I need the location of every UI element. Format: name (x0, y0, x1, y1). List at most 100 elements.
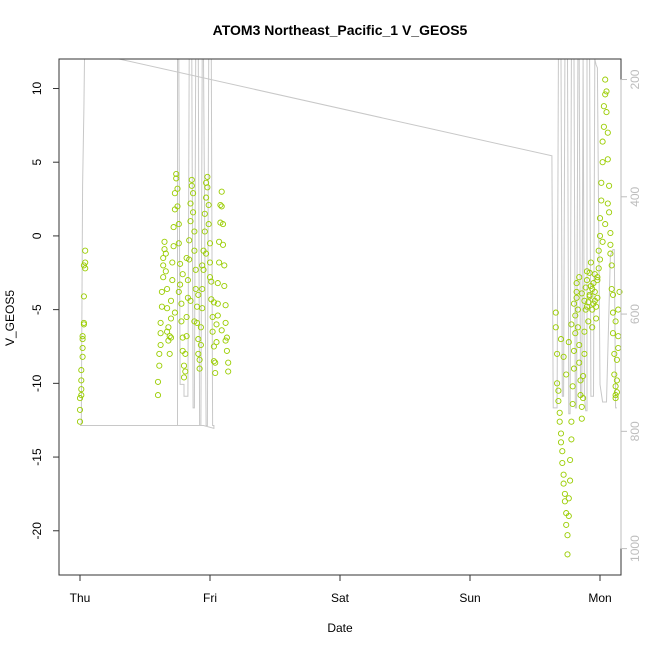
data-point (174, 203, 181, 210)
data-point (585, 318, 592, 325)
chart-title: ATOM3 Northeast_Pacific_1 V_GEOS5 (213, 22, 468, 38)
y-tick-label: -10 (30, 374, 44, 392)
data-point (225, 368, 232, 375)
data-point (154, 378, 162, 385)
data-point (560, 480, 567, 487)
data-point (557, 430, 565, 437)
data-point (577, 377, 584, 384)
data-point (210, 358, 217, 365)
data-point (583, 277, 591, 284)
data-point (611, 371, 618, 378)
data-point (80, 262, 87, 269)
data-point (217, 201, 224, 209)
data-point (567, 456, 574, 464)
data-point (204, 173, 211, 180)
data-point (603, 109, 610, 116)
right-tick-label: 600 (628, 304, 642, 324)
data-point (552, 324, 559, 331)
data-point (567, 477, 574, 484)
right-tick-label: 1000 (628, 535, 642, 562)
data-point (561, 490, 568, 497)
data-point (78, 386, 85, 393)
data-point (568, 436, 575, 443)
x-axis-label: Date (327, 621, 353, 635)
data-point (612, 395, 619, 402)
right-tick-label: 400 (628, 186, 642, 206)
data-point (213, 321, 220, 328)
data-point (210, 343, 217, 350)
data-point (591, 297, 598, 304)
data-point (612, 392, 619, 399)
data-point (555, 397, 562, 405)
data-point (173, 175, 180, 182)
data-point (76, 406, 84, 413)
data-point (184, 277, 191, 284)
data-point (565, 495, 572, 502)
data-point (167, 297, 175, 304)
data-point (156, 362, 163, 369)
data-point (190, 209, 197, 216)
data-point (594, 274, 601, 281)
data-point (581, 297, 588, 304)
data-point (573, 294, 580, 301)
data-point (166, 350, 173, 357)
data-point (596, 232, 604, 239)
data-point (598, 179, 605, 186)
data-point (599, 138, 606, 145)
data-point (199, 262, 206, 269)
data-point (612, 318, 619, 325)
data-point (599, 159, 606, 166)
data-point (219, 241, 227, 248)
data-point (210, 299, 217, 306)
data-point (199, 305, 206, 312)
data-point (164, 285, 171, 293)
data-point (209, 328, 216, 335)
data-point (604, 156, 611, 163)
data-point (205, 221, 212, 228)
data-point (201, 210, 208, 217)
data-point (556, 409, 563, 416)
data-point (191, 247, 198, 254)
data-point (608, 262, 615, 269)
x-tick-label: Fri (203, 591, 217, 605)
data-point (182, 350, 189, 357)
data-point (157, 330, 164, 337)
data-point (223, 347, 230, 354)
x-tick-label: Sun (459, 591, 480, 605)
data-point (589, 324, 596, 331)
data-point (574, 324, 581, 331)
data-point (222, 302, 229, 309)
data-point (160, 262, 167, 269)
right-axis: 200 400 600 800 1000 (620, 69, 642, 562)
data-point (578, 290, 585, 297)
data-point (599, 238, 606, 245)
data-point (212, 359, 219, 366)
data-point (197, 324, 204, 331)
data-point (183, 333, 190, 340)
data-point (206, 240, 214, 247)
data-point (600, 123, 607, 130)
data-point (191, 228, 198, 235)
data-point (223, 334, 230, 341)
data-point (175, 221, 182, 228)
data-point (580, 372, 587, 380)
data-point (556, 418, 563, 425)
data-point (203, 250, 210, 257)
data-point (175, 240, 182, 247)
pressure-line (80, 58, 215, 430)
data-point (221, 282, 228, 290)
data-point (593, 315, 600, 322)
data-point (582, 306, 589, 313)
data-point (214, 312, 221, 319)
data-point (218, 327, 225, 334)
data-point (608, 285, 615, 293)
data-point (570, 365, 578, 372)
data-point (212, 369, 219, 377)
data-point (568, 321, 575, 328)
data-point (177, 281, 184, 288)
data-point (195, 336, 202, 343)
data-point (199, 285, 206, 293)
data-point (187, 200, 194, 207)
data-point (171, 309, 178, 316)
data-point (560, 353, 567, 360)
